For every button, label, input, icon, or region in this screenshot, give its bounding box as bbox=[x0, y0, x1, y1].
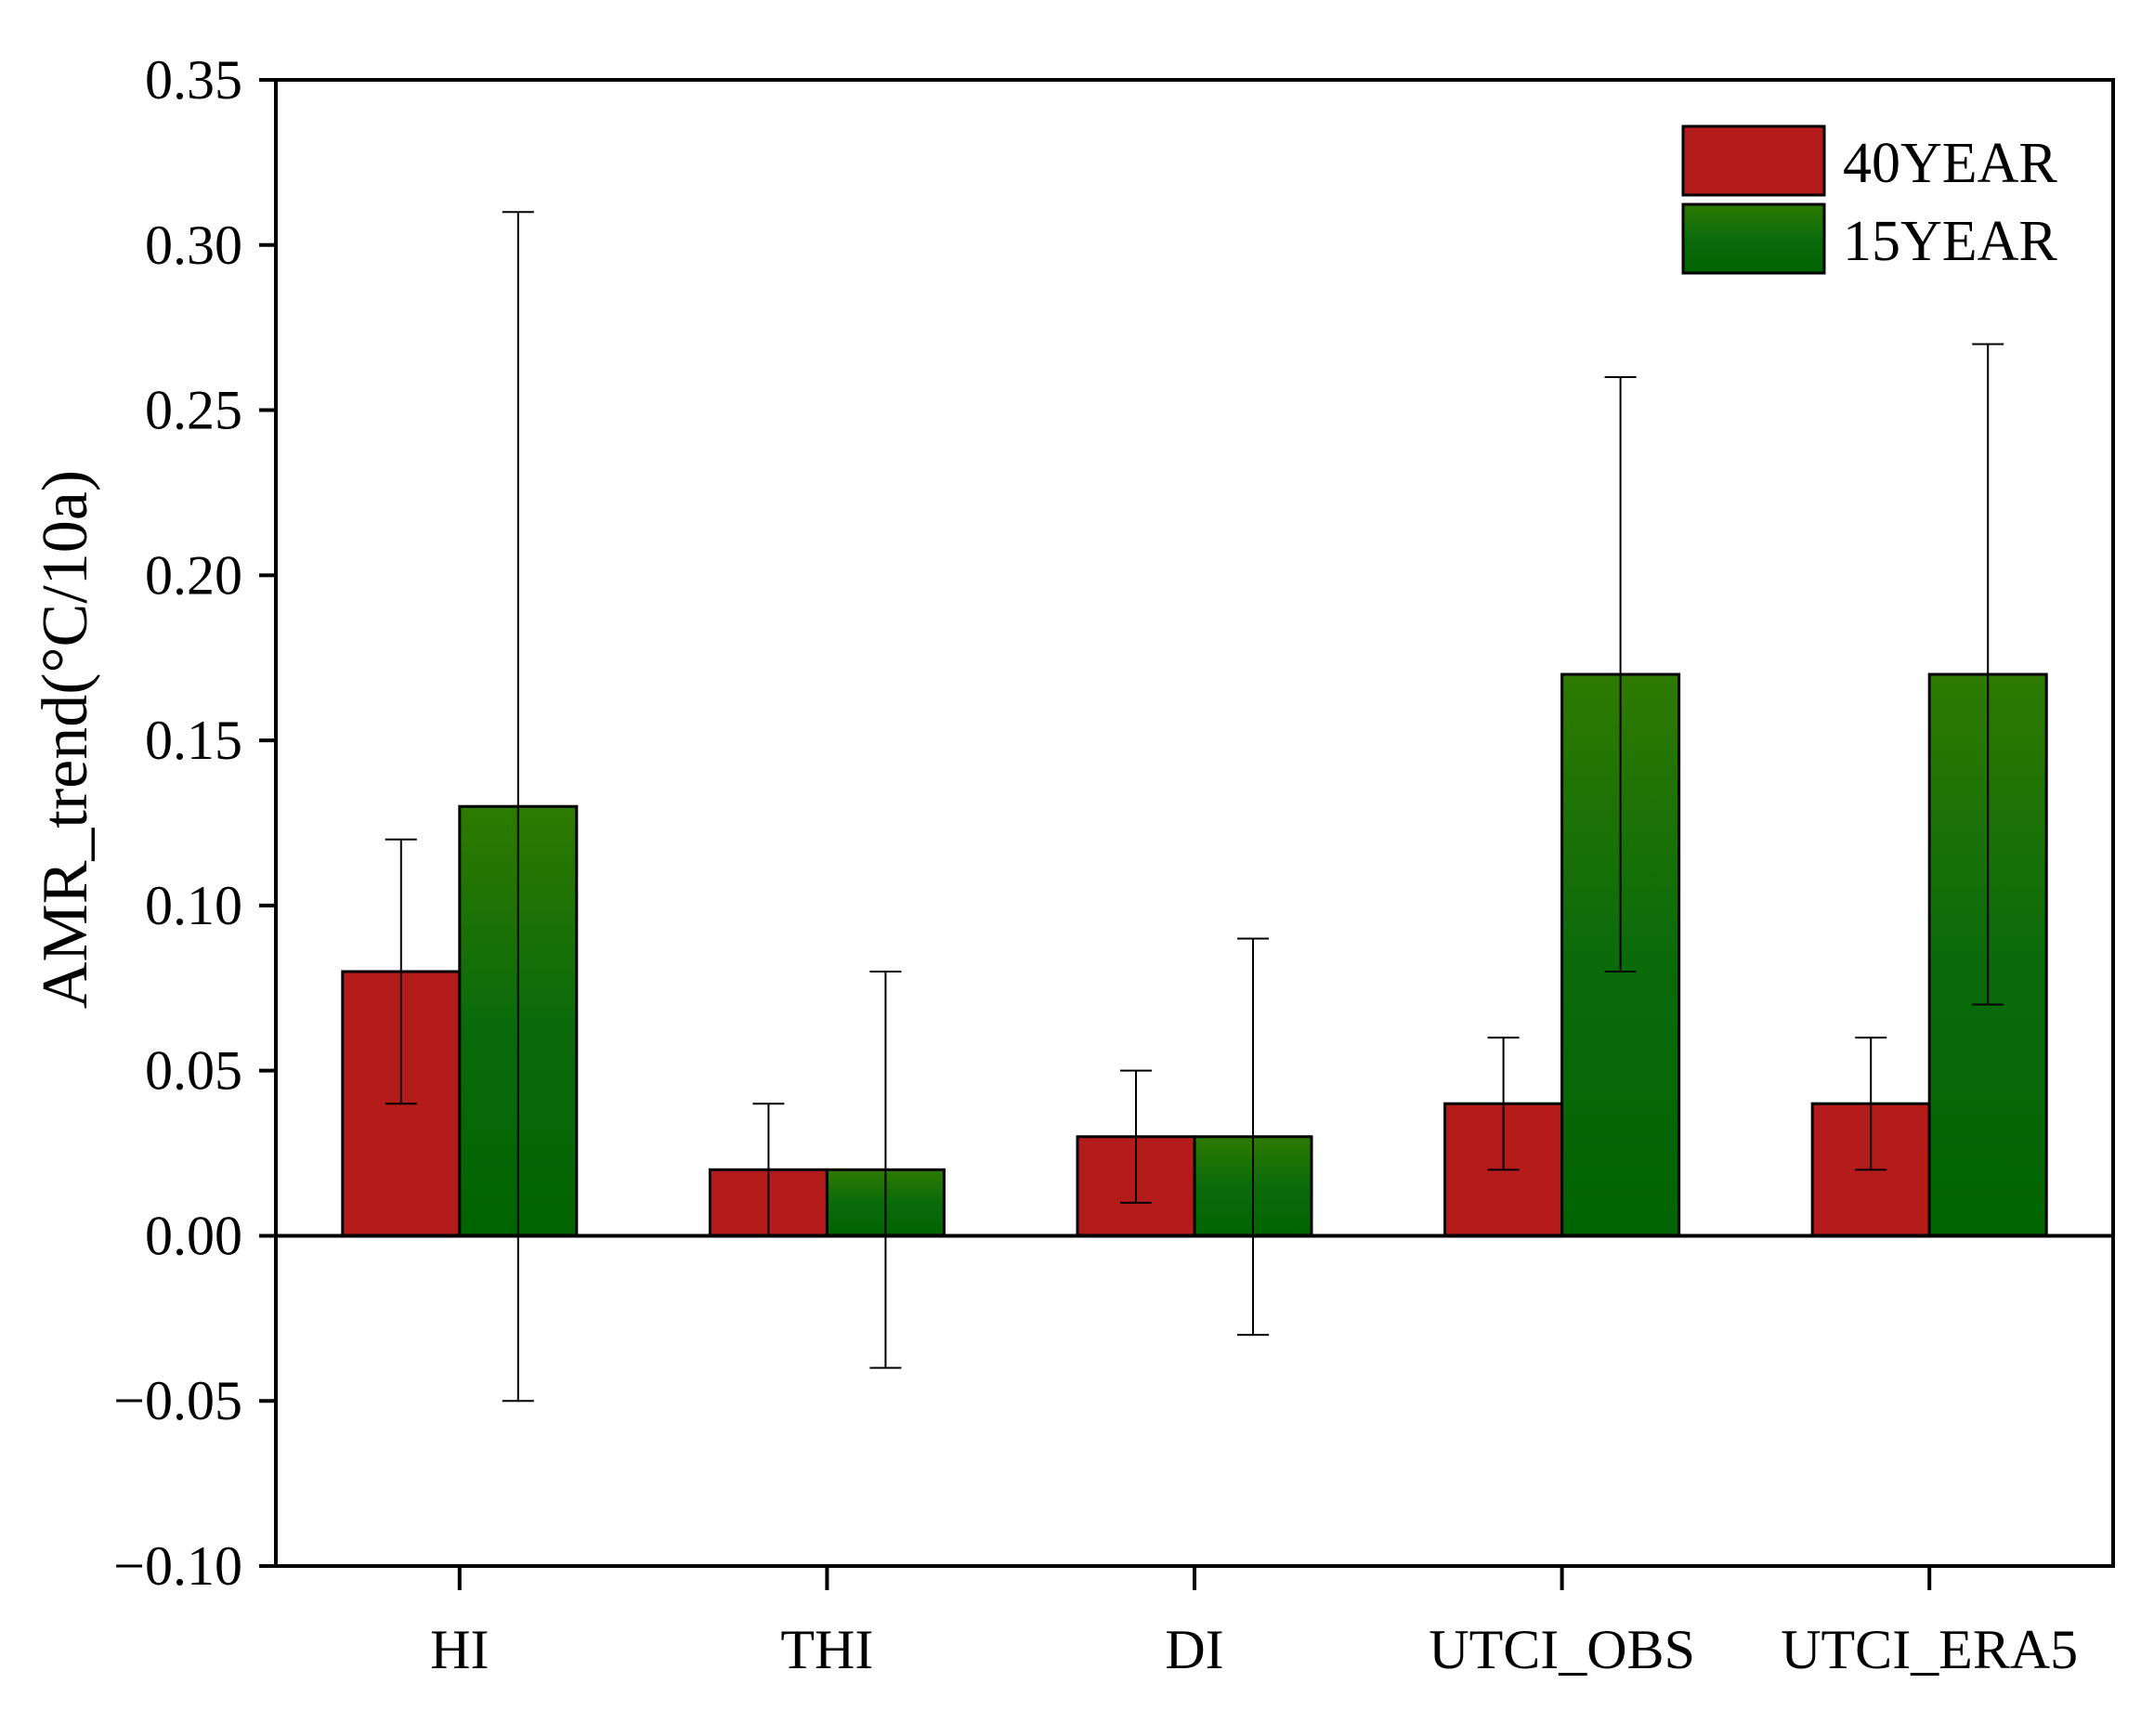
x-tick-label: DI bbox=[1165, 1619, 1223, 1680]
x-tick-label: UTCI_ERA5 bbox=[1781, 1619, 2078, 1680]
y-tick-label: 0.10 bbox=[145, 875, 242, 936]
y-tick-label: 0.35 bbox=[145, 49, 242, 111]
legend-label-40year: 40YEAR bbox=[1843, 132, 2057, 195]
legend-label-15year: 15YEAR bbox=[1843, 210, 2057, 273]
y-tick-label: 0.00 bbox=[145, 1205, 242, 1266]
legend-swatch-40year bbox=[1681, 124, 1826, 197]
x-tick-label: THI bbox=[780, 1619, 873, 1680]
legend: 40YEAR 15YEAR bbox=[1681, 124, 2057, 275]
y-tick-label: −0.05 bbox=[113, 1370, 242, 1431]
errorbars-layer bbox=[385, 211, 2004, 1403]
y-tick-label: 0.25 bbox=[145, 380, 242, 441]
y-tick-label: −0.10 bbox=[113, 1535, 242, 1597]
x-axis: HI THI DI UTCI_OBS UTCI_ERA5 bbox=[430, 1566, 2078, 1680]
x-tick-label: HI bbox=[430, 1619, 489, 1680]
y-axis-title: AMR_trend(°C/10a) bbox=[30, 470, 101, 1009]
x-tick-label: UTCI_OBS bbox=[1429, 1619, 1695, 1680]
y-tick-label: 0.30 bbox=[145, 215, 242, 276]
legend-swatch-15year bbox=[1681, 202, 1826, 275]
y-tick-label: 0.15 bbox=[145, 710, 242, 771]
y-axis: −0.10 −0.05 0.00 0.05 0.10 0.15 0.20 0.25 0.30 0.… bbox=[113, 49, 276, 1597]
y-tick-label: 0.20 bbox=[145, 544, 242, 606]
bars-layer bbox=[341, 672, 2048, 1237]
y-tick-label: 0.05 bbox=[145, 1040, 242, 1102]
